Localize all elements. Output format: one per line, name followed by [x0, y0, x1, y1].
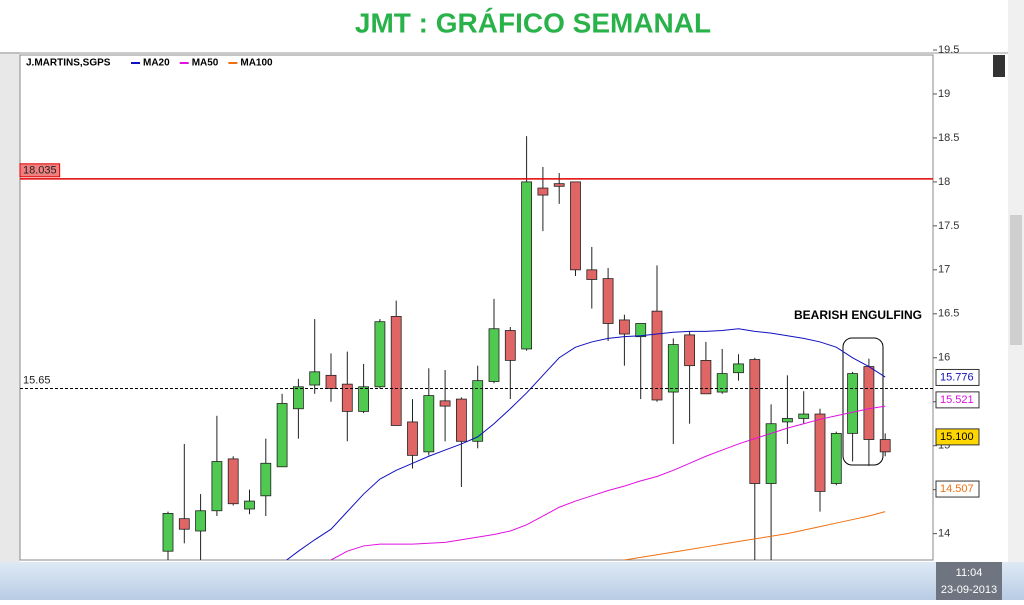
level-label-box: [19, 163, 61, 178]
price-label: 15.521: [940, 394, 974, 406]
candle-body: [733, 363, 744, 374]
legend-label: MA20: [143, 58, 170, 69]
candle-body: [244, 500, 255, 510]
clock-date: 23-09-2013: [941, 584, 997, 596]
y-tick-label: 19: [938, 88, 950, 100]
taskbar: [0, 562, 1024, 600]
candle-body: [162, 512, 174, 552]
plot: [162, 136, 891, 560]
candle-body: [439, 400, 451, 407]
legend-label: MA100: [240, 58, 273, 69]
legend-label: MA50: [192, 58, 219, 69]
y-tick-label: 17.5: [938, 220, 959, 232]
y-tick-label: 16: [938, 352, 950, 364]
price-label-box: [935, 480, 980, 498]
price-label-box: [935, 368, 980, 386]
candle-body: [455, 398, 467, 442]
candle-body: [341, 383, 353, 412]
page-title: JMT : GRÁFICO SEMANAL: [355, 7, 711, 38]
ma-line: [285, 328, 886, 560]
price-label: 15.776: [940, 371, 974, 383]
candle-body: [570, 181, 581, 271]
price-label: 14.507: [940, 483, 974, 495]
y-tick-label: 18: [938, 176, 950, 188]
level-label: 15.65: [23, 374, 51, 386]
ma-line: [621, 511, 886, 560]
candle-body: [716, 373, 728, 393]
candle-body: [374, 321, 386, 388]
candle-body: [798, 413, 810, 419]
candle-body: [635, 323, 647, 338]
candle-body: [504, 330, 516, 361]
candle-body: [358, 386, 370, 412]
candle-body: [700, 359, 712, 395]
candle-body: [407, 421, 418, 456]
candle-body: [782, 418, 793, 423]
price-label: 15.100: [940, 431, 974, 443]
candle-body: [586, 269, 598, 280]
price-label-box: [935, 391, 980, 409]
candle-body: [602, 278, 614, 324]
candle-body: [472, 380, 484, 442]
candle-body: [651, 310, 663, 401]
candle-body: [260, 462, 272, 497]
clock-box: [936, 562, 1002, 600]
candle-body: [863, 366, 875, 440]
panel-button[interactable]: [993, 55, 1005, 77]
y-tick-label: 18.5: [938, 132, 959, 144]
clock-time: 11:04: [956, 567, 983, 579]
y-tick-label: 16.5: [938, 308, 959, 320]
pattern-highlight: [842, 337, 884, 466]
candle-body: [309, 371, 321, 386]
candle-body: [879, 439, 891, 453]
plot-area: [19, 54, 934, 561]
candle-body: [749, 359, 761, 484]
candle-body: [684, 334, 695, 367]
y-tick-label: 14: [938, 528, 950, 540]
candle-body: [178, 518, 190, 530]
candle-body: [325, 374, 337, 389]
annotation: BEARISH ENGULFING: [794, 308, 922, 322]
candle-body: [292, 386, 304, 410]
level-label: 18.035: [23, 165, 57, 177]
candle-body: [847, 373, 858, 434]
candle-body: [537, 187, 549, 196]
candle-body: [667, 344, 679, 393]
y-tick-label: 19.5: [938, 44, 959, 56]
candle-body: [765, 423, 777, 484]
left-margin: [0, 52, 20, 562]
candle-body: [488, 328, 500, 382]
symbol-label: J.MARTINS,SGPS: [26, 58, 111, 69]
candle-body: [390, 316, 402, 426]
y-tick-label: 17: [938, 264, 950, 276]
candle-body: [227, 458, 239, 505]
candle-body: [830, 432, 842, 484]
candle-body: [276, 403, 288, 468]
candle-body: [423, 395, 435, 453]
candle-body: [553, 183, 565, 187]
price-label-box: [935, 428, 980, 446]
ma-line: [330, 405, 886, 560]
candle-body: [619, 319, 630, 335]
candle-body: [521, 181, 532, 350]
candle-body: [211, 461, 223, 512]
candle-body: [814, 413, 826, 492]
candle-body: [195, 510, 207, 532]
scroll-thumb[interactable]: [1010, 215, 1022, 345]
